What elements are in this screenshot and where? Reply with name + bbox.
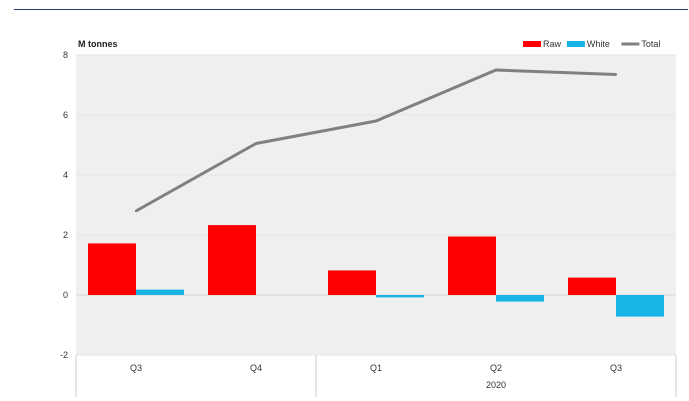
plot-background <box>76 55 676 355</box>
line-point <box>254 142 258 145</box>
y-tick-label: 6 <box>63 110 68 120</box>
legend-swatch-white <box>566 41 585 47</box>
bar-white <box>376 295 424 298</box>
line-point <box>374 119 378 123</box>
x-tick-label: Q4 <box>250 363 262 373</box>
x-tick-label: Q3 <box>610 363 622 373</box>
bar-raw <box>328 270 376 295</box>
y-tick-label: 2 <box>63 230 68 240</box>
x-axis: Q3 Q4 Q1 Q2 Q3 2020 <box>75 355 677 397</box>
y-tick-label: 0 <box>63 290 68 300</box>
bar-white <box>616 295 664 317</box>
line-point <box>614 73 618 76</box>
bars <box>88 225 664 317</box>
line-point <box>134 209 138 213</box>
legend-label-white: White <box>587 39 610 49</box>
bar-white <box>136 289 184 295</box>
y-axis-ticks: -2 0 2 4 6 8 <box>60 50 68 360</box>
line-point <box>494 68 498 72</box>
header-rule <box>14 9 688 10</box>
bar-raw <box>448 236 496 295</box>
x-tick-label: Q2 <box>490 363 502 373</box>
bar-raw <box>208 225 256 295</box>
legend: Raw White Total <box>523 39 660 49</box>
y-tick-label: 4 <box>63 170 68 180</box>
legend-swatch-raw <box>523 41 541 47</box>
year-group-label: 2020 <box>486 380 506 390</box>
y-tick-label: 8 <box>63 50 68 60</box>
legend-label-raw: Raw <box>543 39 562 49</box>
y-axis-unit-label: M tonnes <box>78 39 118 49</box>
total-line-series <box>134 68 618 213</box>
x-tick-label: Q3 <box>130 363 142 373</box>
bar-raw <box>88 243 136 295</box>
bar-raw <box>568 277 616 295</box>
x-tick-label: Q1 <box>370 363 382 373</box>
y-tick-label: -2 <box>60 350 68 360</box>
legend-label-total: Total <box>641 39 660 49</box>
bar-white <box>496 295 544 302</box>
